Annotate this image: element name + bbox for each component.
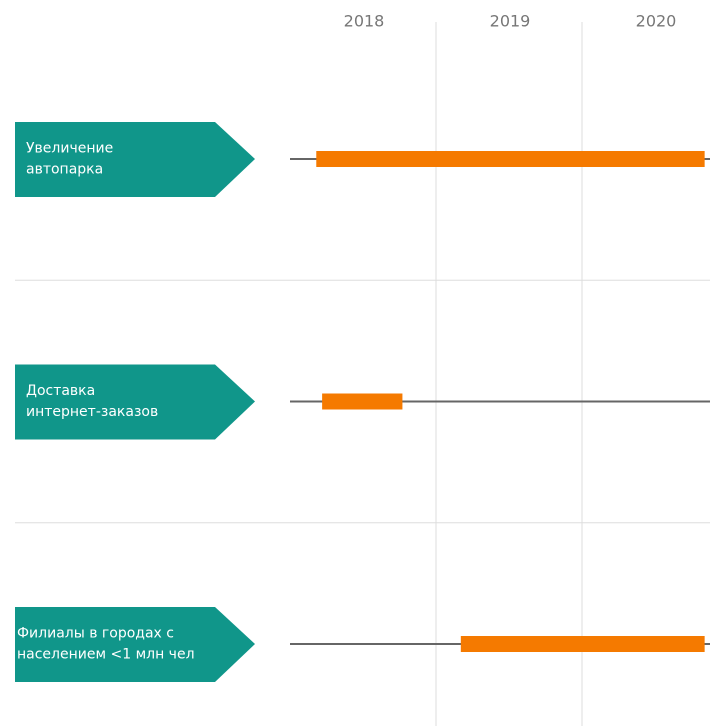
label-arrow: [15, 364, 255, 440]
task-label: Увеличение: [26, 141, 113, 157]
task-label: автопарка: [26, 162, 103, 178]
label-arrow: [15, 122, 255, 197]
task-label: Доставка: [26, 383, 95, 399]
task-label: населением <1 млн чел: [17, 647, 195, 663]
task-label: интернет-заказов: [26, 404, 158, 420]
task-bar: [460, 636, 705, 652]
task-bar: [322, 393, 403, 410]
task-bar: [316, 151, 705, 167]
label-arrow: [15, 607, 255, 682]
column-label: 2018: [344, 12, 385, 31]
column-label: 2019: [490, 12, 531, 31]
task-label: Филиалы в городах с: [17, 626, 174, 642]
column-label: 2020: [636, 12, 677, 31]
